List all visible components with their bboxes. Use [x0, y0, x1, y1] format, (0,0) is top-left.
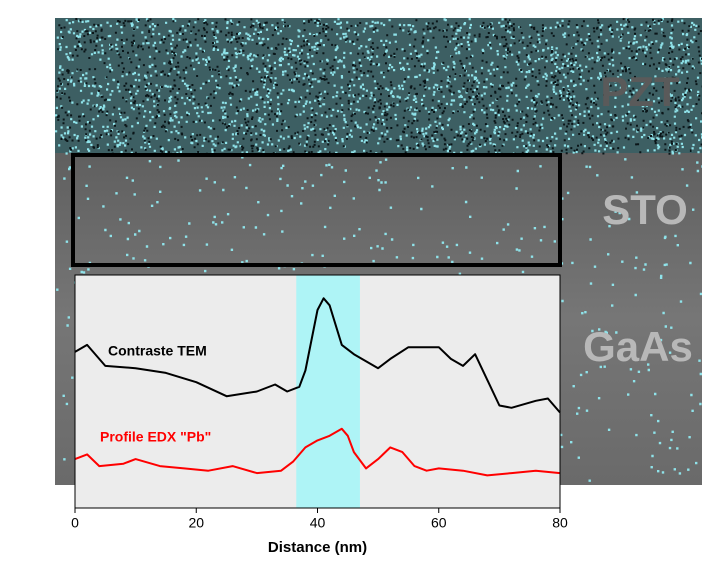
x-tick-label: 60	[431, 515, 447, 531]
series-label: Profile EDX "Pb"	[100, 429, 211, 445]
x-tick-label: 20	[188, 515, 204, 531]
x-axis-title: Distance (nm)	[268, 539, 367, 556]
series-label: Contraste TEM	[108, 343, 207, 359]
series-line	[74, 297, 561, 414]
layer-label: GaAs	[583, 323, 693, 370]
x-tick-label: 0	[71, 515, 79, 531]
series-line	[74, 427, 561, 477]
plot: Contraste TEM Profile EDX "Pb" 0 20 40 60 80 Di…	[71, 274, 568, 556]
selection-box	[71, 153, 562, 267]
x-tick-label: 80	[552, 515, 568, 531]
layer-label: STO	[602, 186, 688, 233]
highlight-band	[296, 275, 360, 508]
x-tick-label: 40	[310, 515, 326, 531]
layer-label: PZT	[600, 68, 680, 115]
